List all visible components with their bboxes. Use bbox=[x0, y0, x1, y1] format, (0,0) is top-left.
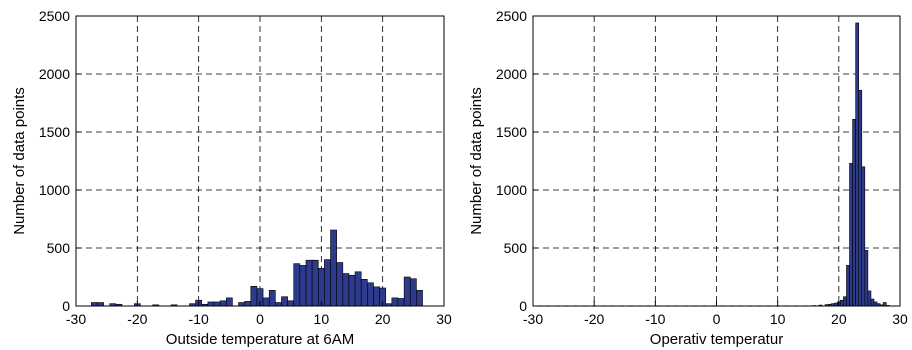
y-tick-label: 2500 bbox=[39, 8, 70, 24]
y-tick-label: 2500 bbox=[496, 8, 527, 24]
histogram-bar bbox=[843, 296, 847, 307]
histogram-bar bbox=[403, 276, 411, 307]
histogram-bar bbox=[864, 250, 869, 307]
y-tick-label: 500 bbox=[47, 240, 71, 256]
histogram-bar bbox=[336, 262, 344, 307]
histogram-bar bbox=[287, 300, 295, 307]
x-tick-label: 30 bbox=[436, 311, 452, 327]
x-tick-label: -10 bbox=[645, 311, 665, 327]
histogram-bar bbox=[852, 118, 856, 307]
x-tick-label: -30 bbox=[523, 311, 543, 327]
y-tick-label: 500 bbox=[504, 240, 528, 256]
histogram-bar bbox=[858, 89, 863, 307]
histogram-bar bbox=[281, 296, 288, 307]
y-axis-title: Number of data points bbox=[11, 87, 28, 235]
histogram-bar bbox=[311, 259, 319, 307]
histogram-bar bbox=[870, 298, 875, 307]
histogram-bar bbox=[367, 282, 374, 307]
x-tick-label: -30 bbox=[66, 311, 86, 327]
y-tick-label: 1000 bbox=[496, 182, 527, 198]
y-tick-label: 0 bbox=[62, 298, 70, 314]
x-tick-label: 10 bbox=[770, 311, 786, 327]
x-tick-label: -10 bbox=[189, 311, 209, 327]
x-tick-label: -20 bbox=[127, 311, 147, 327]
histogram-bar bbox=[348, 274, 356, 307]
histogram-bar bbox=[360, 279, 368, 307]
x-tick-label: 20 bbox=[831, 311, 847, 327]
histogram-bar bbox=[268, 290, 276, 307]
histogram-bar bbox=[305, 259, 313, 307]
y-tick-label: 2000 bbox=[496, 66, 527, 82]
histogram-outside-temperature: -30 -20 -10 0 10 20 30 0 500 1000 1500 2000 2500 Outs… bbox=[11, 8, 452, 348]
histogram-bar bbox=[861, 166, 866, 307]
x-tick-label: 10 bbox=[314, 311, 330, 327]
histogram-bar bbox=[324, 259, 331, 307]
histogram-bar bbox=[873, 301, 878, 307]
histogram-bar bbox=[225, 297, 233, 307]
histogram-bar bbox=[250, 285, 258, 307]
x-tick-label: 0 bbox=[256, 311, 264, 327]
histogram-bar bbox=[397, 298, 405, 307]
y-tick-label: 1500 bbox=[496, 124, 527, 140]
histogram-bar bbox=[840, 299, 844, 307]
y-tick-label: 0 bbox=[519, 298, 527, 314]
y-tick-label: 1500 bbox=[39, 124, 70, 140]
x-tick-label: -20 bbox=[584, 311, 604, 327]
x-tick-label: 0 bbox=[713, 311, 721, 327]
histogram-bar bbox=[275, 302, 282, 307]
histogram-bar bbox=[882, 302, 887, 307]
histogram-bar bbox=[416, 290, 423, 307]
histogram-bar bbox=[409, 278, 417, 307]
histogram-bar bbox=[342, 273, 350, 307]
x-axis-title: Outside temperature at 6AM bbox=[166, 331, 354, 348]
x-axis-title: Operativ temperatur bbox=[650, 331, 783, 348]
histogram-bar bbox=[867, 290, 872, 307]
y-axis-title: Number of data points bbox=[468, 87, 485, 235]
x-tick-label: 20 bbox=[375, 311, 391, 327]
histogram-bar bbox=[373, 286, 380, 307]
histogram-bar bbox=[262, 297, 270, 307]
histogram-bar bbox=[354, 271, 362, 307]
histogram-bar bbox=[238, 302, 245, 307]
histogram-bar bbox=[317, 267, 325, 307]
histogram-bar bbox=[244, 301, 252, 307]
y-tick-label: 2000 bbox=[39, 66, 70, 82]
histogram-operativ-temperatur: -30 -20 -10 0 10 20 30 0 500 1000 1500 2000 2500 Oper… bbox=[468, 8, 908, 348]
histogram-bar bbox=[213, 301, 221, 307]
histogram-bar bbox=[219, 300, 227, 307]
histogram-bar bbox=[391, 297, 399, 307]
histogram-bar bbox=[330, 229, 337, 307]
histogram-bar bbox=[207, 301, 215, 307]
x-tick-label: 30 bbox=[892, 311, 908, 327]
histogram-bar bbox=[846, 265, 850, 307]
histogram-bar bbox=[97, 302, 104, 307]
histogram-bar bbox=[293, 263, 301, 307]
y-tick-label: 1000 bbox=[39, 182, 70, 198]
histogram-bar bbox=[849, 163, 853, 307]
histogram-bar bbox=[299, 265, 307, 307]
histogram-bar bbox=[91, 302, 98, 307]
histogram-bar bbox=[855, 22, 860, 307]
